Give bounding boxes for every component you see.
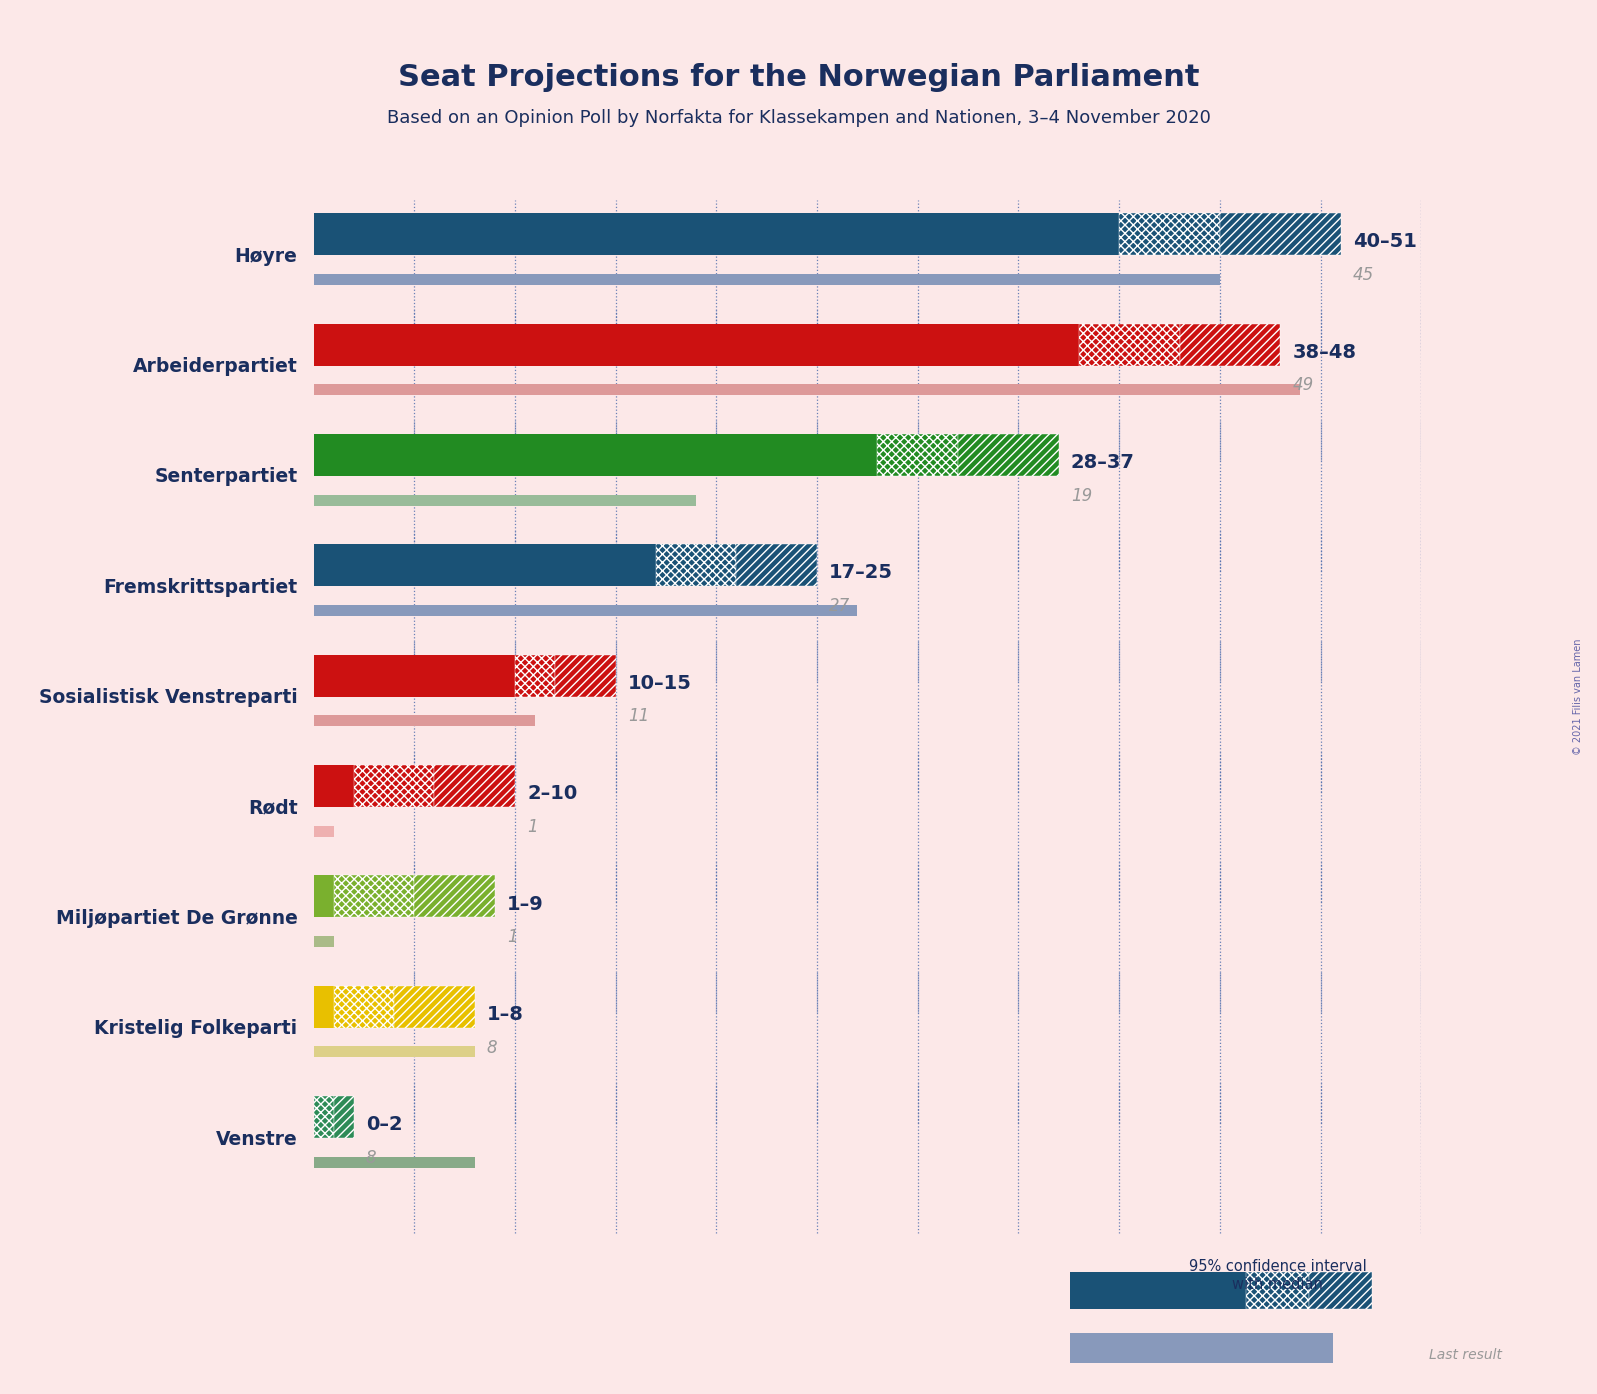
Text: Kristelig Folkeparti: Kristelig Folkeparti [94, 1019, 297, 1039]
Text: 1: 1 [506, 928, 517, 947]
Bar [313, 1047, 474, 1058]
Text: 11: 11 [628, 708, 648, 725]
Bar [736, 544, 818, 587]
Text: 2–10: 2–10 [527, 785, 577, 803]
Bar [355, 765, 434, 807]
Bar [1070, 1333, 1333, 1363]
Bar [313, 605, 858, 616]
Text: 28–37: 28–37 [1072, 453, 1135, 473]
Text: 1–9: 1–9 [506, 895, 543, 913]
Text: 8: 8 [366, 1149, 377, 1167]
Text: 40–51: 40–51 [1353, 233, 1417, 251]
Bar [313, 434, 877, 475]
Bar [958, 434, 1059, 475]
Text: Rødt: Rødt [248, 799, 297, 817]
Text: © 2021 Filis van Lamen: © 2021 Filis van Lamen [1573, 638, 1583, 756]
Text: 38–48: 38–48 [1292, 343, 1356, 362]
Bar [656, 544, 736, 587]
Bar [877, 434, 958, 475]
Text: 1: 1 [527, 818, 538, 836]
Bar [313, 986, 334, 1027]
Text: 1–8: 1–8 [487, 1005, 524, 1025]
Bar [1310, 1273, 1372, 1309]
Text: 49: 49 [1292, 376, 1314, 395]
Text: 95% confidence interval
with median: 95% confidence interval with median [1188, 1259, 1367, 1292]
Text: 17–25: 17–25 [829, 563, 893, 583]
Bar [394, 986, 474, 1027]
Bar [313, 937, 334, 947]
Text: 45: 45 [1353, 266, 1373, 284]
Bar [313, 765, 355, 807]
Bar [313, 715, 535, 726]
Bar [313, 1157, 474, 1168]
Bar [313, 544, 656, 587]
Bar [414, 875, 495, 917]
Bar [313, 385, 1300, 396]
Bar [313, 655, 514, 697]
Bar [313, 213, 1119, 255]
Bar [313, 1096, 334, 1138]
Bar [334, 1096, 355, 1138]
Bar [556, 655, 615, 697]
Text: 8: 8 [487, 1039, 497, 1057]
Text: 10–15: 10–15 [628, 673, 692, 693]
Text: Seat Projections for the Norwegian Parliament: Seat Projections for the Norwegian Parli… [398, 63, 1199, 92]
Bar [334, 875, 414, 917]
Text: Sosialistisk Venstreparti: Sosialistisk Venstreparti [38, 689, 297, 707]
Bar [313, 875, 334, 917]
Text: Høyre: Høyre [235, 247, 297, 266]
Text: Last result: Last result [1429, 1348, 1503, 1362]
Text: 0–2: 0–2 [366, 1115, 402, 1135]
Bar [1119, 213, 1220, 255]
Text: Fremskrittspartiet: Fremskrittspartiet [104, 579, 297, 597]
Bar [1180, 323, 1281, 365]
Text: Miljøpartiet De Grønne: Miljøpartiet De Grønne [56, 909, 297, 928]
Bar [313, 495, 696, 506]
Bar [434, 765, 514, 807]
Text: Venstre: Venstre [216, 1129, 297, 1149]
Bar [1220, 213, 1341, 255]
Bar [334, 986, 394, 1027]
Bar [1246, 1273, 1310, 1309]
Bar [514, 655, 556, 697]
Text: Based on an Opinion Poll by Norfakta for Klassekampen and Nationen, 3–4 November: Based on an Opinion Poll by Norfakta for… [386, 109, 1211, 127]
Bar [1070, 1273, 1246, 1309]
Text: Senterpartiet: Senterpartiet [155, 467, 297, 487]
Text: 27: 27 [829, 597, 850, 615]
Text: 19: 19 [1072, 487, 1092, 505]
Bar [313, 825, 334, 836]
Bar [1080, 323, 1180, 365]
Bar [313, 273, 1220, 284]
Bar [313, 323, 1080, 365]
Text: Arbeiderpartiet: Arbeiderpartiet [133, 357, 297, 376]
